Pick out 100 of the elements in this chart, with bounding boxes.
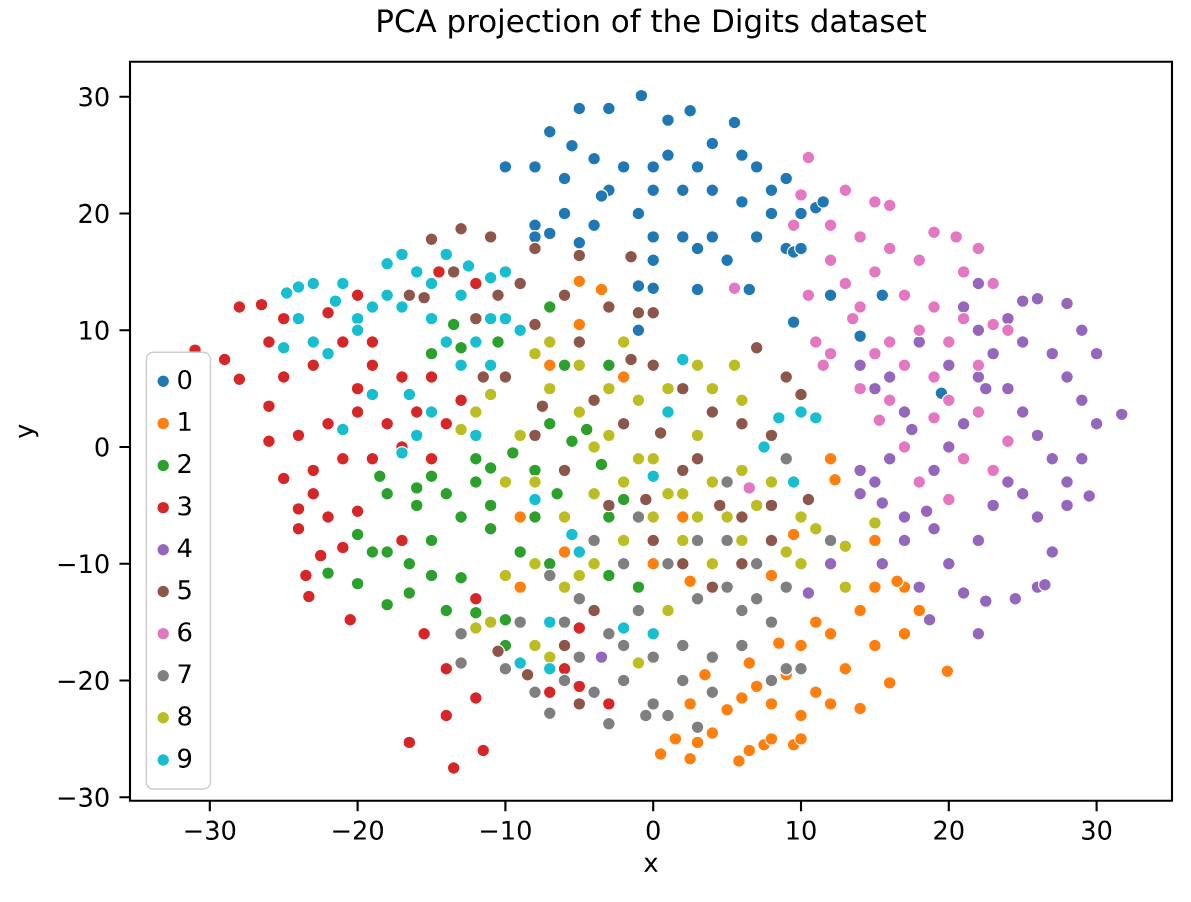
point (402, 586, 417, 601)
point (476, 743, 491, 758)
point (424, 451, 439, 466)
point (675, 510, 690, 525)
point (853, 701, 868, 716)
point (794, 241, 808, 256)
point (616, 492, 631, 507)
point (616, 638, 631, 653)
point (557, 673, 572, 688)
point (424, 370, 439, 385)
point (542, 300, 557, 315)
point (261, 434, 276, 449)
point (734, 533, 749, 548)
point (439, 486, 454, 501)
point (853, 329, 868, 344)
point (727, 281, 742, 296)
point (646, 358, 661, 373)
point (720, 253, 735, 268)
point (557, 358, 572, 373)
point (542, 335, 557, 350)
point (528, 241, 542, 256)
point (594, 189, 609, 204)
legend-label: 3 (178, 496, 191, 516)
point (402, 735, 417, 750)
point (779, 545, 794, 560)
point (350, 576, 365, 591)
point (801, 150, 816, 165)
y-tick-label: 20 (79, 203, 109, 224)
point (587, 685, 602, 700)
point (483, 311, 498, 326)
point (616, 416, 631, 431)
point (616, 475, 631, 490)
point (564, 139, 579, 153)
point (882, 335, 897, 350)
point (306, 463, 321, 478)
point (742, 743, 757, 758)
point (446, 317, 461, 332)
point (794, 405, 808, 420)
point (828, 472, 842, 487)
point (498, 311, 513, 326)
point (727, 358, 742, 373)
point (646, 305, 661, 320)
point (483, 498, 498, 513)
point (402, 556, 417, 571)
point (276, 311, 291, 326)
point (483, 615, 498, 630)
legend-label: 2 (178, 454, 191, 474)
point (631, 206, 646, 221)
point (646, 533, 661, 548)
point (424, 311, 439, 326)
point (616, 621, 631, 636)
point (254, 297, 269, 312)
point (468, 605, 483, 620)
point (742, 656, 757, 671)
point (675, 556, 690, 571)
point (557, 638, 572, 653)
point (823, 346, 838, 361)
point (808, 411, 823, 425)
point (661, 148, 675, 163)
point (940, 664, 955, 679)
point (616, 533, 631, 548)
legend-label: 4 (177, 538, 192, 558)
point (301, 589, 316, 604)
point (572, 650, 587, 665)
point (291, 311, 306, 326)
point (542, 125, 557, 139)
point (949, 230, 964, 244)
point (675, 381, 690, 396)
point (276, 340, 291, 355)
point (675, 673, 690, 688)
point (454, 656, 469, 671)
point (350, 323, 365, 338)
point (749, 556, 764, 571)
point (513, 580, 528, 595)
point (872, 413, 887, 428)
point (557, 662, 572, 676)
point (468, 591, 483, 606)
legend-label: 7 (178, 664, 191, 684)
point (734, 416, 749, 431)
point (653, 426, 668, 441)
point (690, 735, 705, 750)
point (875, 288, 890, 303)
point (528, 510, 542, 525)
point (542, 226, 557, 241)
point (624, 352, 638, 367)
point (986, 276, 1001, 291)
point (734, 148, 749, 163)
point (468, 335, 483, 350)
point (816, 195, 831, 209)
point (853, 300, 868, 315)
point (631, 656, 646, 671)
point (690, 510, 705, 525)
point (528, 218, 542, 233)
point (823, 253, 838, 268)
point (572, 358, 587, 373)
point (764, 673, 779, 688)
point (634, 88, 649, 103)
point (705, 650, 720, 665)
point (409, 481, 424, 495)
point (882, 198, 897, 213)
